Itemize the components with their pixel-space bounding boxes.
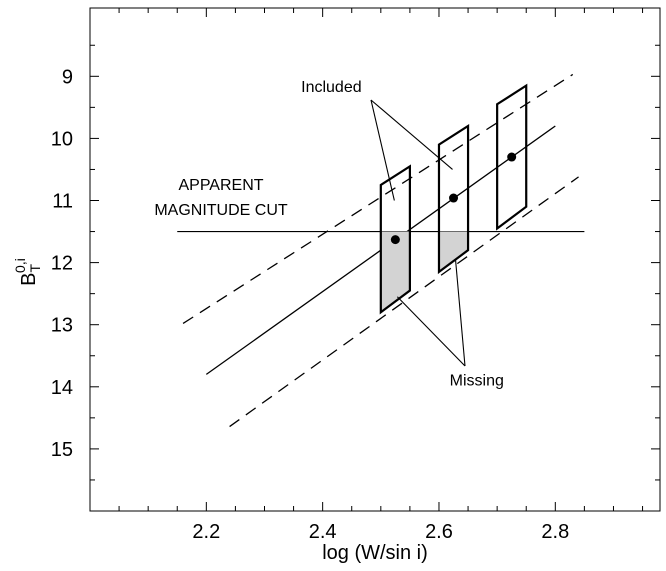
x-tick-label: 2.2	[192, 521, 220, 543]
y-tick-label: 12	[51, 253, 73, 275]
data-point	[390, 235, 400, 245]
selection-box	[496, 83, 528, 231]
chart-annotations: APPARENT MAGNITUDE CUT Included Missing	[154, 79, 504, 390]
axis-ticks	[90, 8, 660, 511]
included-label: Included	[301, 79, 362, 96]
missing-region	[438, 231, 469, 272]
magnitude-cut-label: MAGNITUDE CUT	[154, 202, 288, 219]
missing-region	[380, 231, 410, 313]
magnitude-cut-label: APPARENT	[178, 177, 263, 194]
y-tick-label: 15	[51, 439, 73, 461]
missing-leader	[396, 296, 466, 367]
selection-box	[437, 123, 470, 275]
included-leader	[370, 99, 395, 201]
y-tick-label: 9	[62, 66, 73, 88]
missing-leader	[454, 259, 466, 367]
scatter-band-upper	[182, 73, 574, 325]
data-point	[507, 152, 517, 162]
x-tick-label: 2.8	[541, 521, 569, 543]
x-axis-label: log (W/sin i)	[322, 542, 428, 564]
y-axis-label: BT0,i	[12, 258, 43, 286]
y-axis-label-main: B	[18, 273, 40, 286]
x-tick-label: 2.4	[309, 521, 337, 543]
axis-tick-labels: 2.2 2.4 2.6 2.8 9 10 11 12 13 14 15	[51, 66, 569, 543]
plot-frame	[89, 7, 661, 512]
y-tick-label: 14	[51, 377, 73, 399]
y-axis-label-sub: T	[27, 264, 43, 273]
included-leader	[370, 99, 453, 170]
y-tick-label: 13	[51, 315, 73, 337]
y-tick-label: 11	[52, 191, 73, 213]
y-axis-label-sup: 0,i	[12, 258, 28, 273]
chart-series	[177, 73, 585, 428]
y-tick-label: 10	[51, 128, 73, 150]
selection-box	[379, 164, 411, 315]
scatter-band-lower	[229, 176, 579, 428]
x-tick-label: 2.6	[425, 521, 453, 543]
missing-label: Missing	[450, 373, 504, 390]
data-point	[449, 193, 459, 203]
